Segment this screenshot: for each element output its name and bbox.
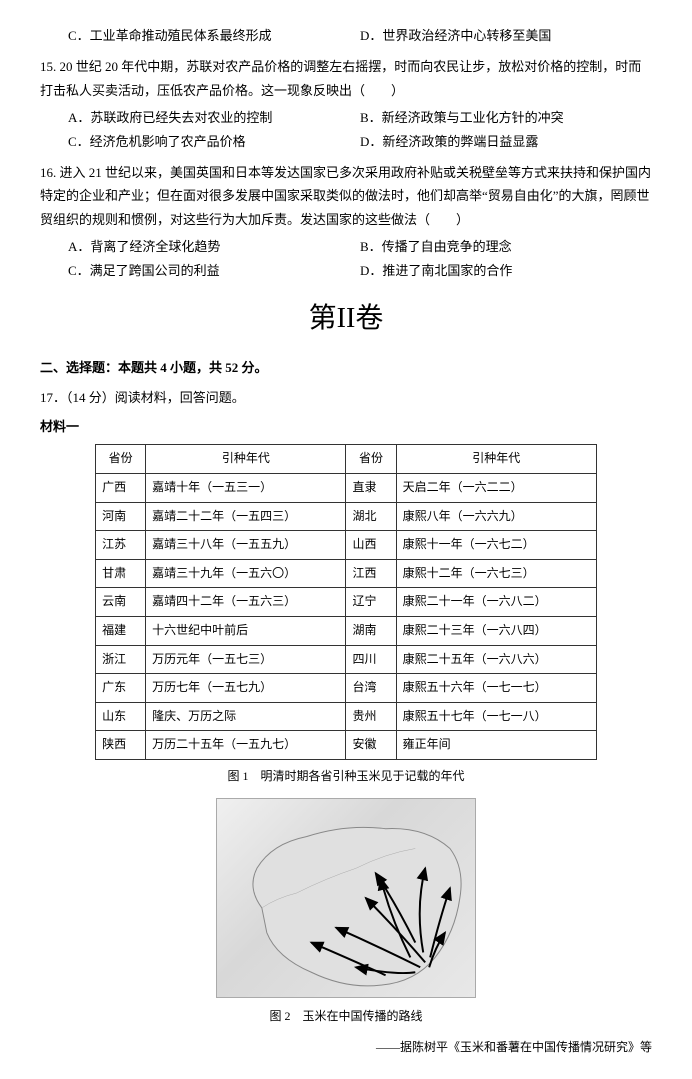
table-row: 河南嘉靖二十二年（一五四三）湖北康熙八年（一六六九）: [96, 502, 597, 531]
table-cell: 康熙五十六年（一七一七）: [396, 674, 596, 703]
table-cell: 康熙十二年（一六七三）: [396, 559, 596, 588]
table-cell: 福建: [96, 617, 146, 646]
q15: 15. 20 世纪 20 年代中期，苏联对农产品价格的调整左右摇摆，时而向农民让…: [40, 55, 652, 153]
table-cell: 康熙五十七年（一七一八）: [396, 702, 596, 731]
q16-number: 16.: [40, 165, 56, 180]
q16: 16. 进入 21 世纪以来，美国英国和日本等发达国家已多次采用政府补贴或关税壁…: [40, 161, 652, 282]
table-cell: 安徽: [346, 731, 396, 760]
figure1-caption: 图 1 明清时期各省引种玉米见于记载的年代: [40, 766, 652, 788]
table-cell: 康熙二十五年（一六八六）: [396, 645, 596, 674]
table-cell: 嘉靖三十九年（一五六〇）: [146, 559, 346, 588]
th-era-2: 引种年代: [396, 445, 596, 474]
th-province-2: 省份: [346, 445, 396, 474]
table-cell: 嘉靖三十八年（一五五九）: [146, 531, 346, 560]
table-cell: 嘉靖二十二年（一五四三）: [146, 502, 346, 531]
table-cell: 天启二年（一六二二）: [396, 474, 596, 503]
table-cell: 广东: [96, 674, 146, 703]
table-cell: 山西: [346, 531, 396, 560]
table-body: 广西嘉靖十年（一五三一）直隶天启二年（一六二二）河南嘉靖二十二年（一五四三）湖北…: [96, 474, 597, 760]
table-cell: 万历元年（一五七三）: [146, 645, 346, 674]
th-era-1: 引种年代: [146, 445, 346, 474]
table-row: 广东万历七年（一五七九）台湾康熙五十六年（一七一七）: [96, 674, 597, 703]
table-cell: 台湾: [346, 674, 396, 703]
q14-partial-options: C．工业革命推动殖民体系最终形成 D．世界政治经济中心转移至美国: [40, 24, 652, 47]
citation: ——据陈树平《玉米和番薯在中国传播情况研究》等: [40, 1037, 652, 1059]
table-row: 江苏嘉靖三十八年（一五五九）山西康熙十一年（一六七二）: [96, 531, 597, 560]
table-row: 浙江万历元年（一五七三）四川康熙二十五年（一六八六）: [96, 645, 597, 674]
table-cell: 万历二十五年（一五九七）: [146, 731, 346, 760]
table-cell: 直隶: [346, 474, 396, 503]
table-cell: 浙江: [96, 645, 146, 674]
table-row: 山东隆庆、万历之际贵州康熙五十七年（一七一八）: [96, 702, 597, 731]
table-cell: 康熙八年（一六六九）: [396, 502, 596, 531]
table-cell: 万历七年（一五七九）: [146, 674, 346, 703]
table-row: 甘肃嘉靖三十九年（一五六〇）江西康熙十二年（一六七三）: [96, 559, 597, 588]
table-cell: 隆庆、万历之际: [146, 702, 346, 731]
table-cell: 康熙十一年（一六七二）: [396, 531, 596, 560]
table-cell: 山东: [96, 702, 146, 731]
table-cell: 嘉靖四十二年（一五六三）: [146, 588, 346, 617]
section2-subtitle: 二、选择题：本题共 4 小题，共 52 分。: [40, 356, 652, 379]
q15-option-c: C．经济危机影响了农产品价格: [68, 130, 360, 153]
table-row: 福建十六世纪中叶前后湖南康熙二十三年（一六八四）: [96, 617, 597, 646]
q15-option-d: D．新经济政策的弊端日益显露: [360, 130, 652, 153]
table-cell: 广西: [96, 474, 146, 503]
q14-option-c: C．工业革命推动殖民体系最终形成: [68, 24, 360, 47]
q15-option-a: A．苏联政府已经失去对农业的控制: [68, 106, 360, 129]
table-cell: 湖北: [346, 502, 396, 531]
table-cell: 康熙二十三年（一六八四）: [396, 617, 596, 646]
table-cell: 江西: [346, 559, 396, 588]
table-cell: 十六世纪中叶前后: [146, 617, 346, 646]
table-cell: 云南: [96, 588, 146, 617]
table-cell: 雍正年间: [396, 731, 596, 760]
table-cell: 湖南: [346, 617, 396, 646]
q15-number: 15.: [40, 59, 56, 74]
q16-option-a: A．背离了经济全球化趋势: [68, 235, 360, 258]
figure2-caption: 图 2 玉米在中国传播的路线: [40, 1006, 652, 1028]
table-cell: 辽宁: [346, 588, 396, 617]
table-row: 云南嘉靖四十二年（一五六三）辽宁康熙二十一年（一六八二）: [96, 588, 597, 617]
table-header-row: 省份 引种年代 省份 引种年代: [96, 445, 597, 474]
table-row: 陕西万历二十五年（一五九七）安徽雍正年间: [96, 731, 597, 760]
table-cell: 江苏: [96, 531, 146, 560]
table-cell: 嘉靖十年（一五三一）: [146, 474, 346, 503]
china-map-figure: [216, 798, 476, 998]
q16-option-d: D．推进了南北国家的合作: [360, 259, 652, 282]
th-province-1: 省份: [96, 445, 146, 474]
material1-label: 材料一: [40, 415, 652, 438]
table-cell: 河南: [96, 502, 146, 531]
map-svg: [217, 799, 475, 997]
table-row: 广西嘉靖十年（一五三一）直隶天启二年（一六二二）: [96, 474, 597, 503]
q16-text: 进入 21 世纪以来，美国英国和日本等发达国家已多次采用政府补贴或关税壁垒等方式…: [40, 165, 651, 227]
q17-intro: 17．（14 分）阅读材料，回答问题。: [40, 386, 652, 409]
q15-option-b: B．新经济政策与工业化方针的冲突: [360, 106, 652, 129]
section2-title: 第II卷: [40, 294, 652, 344]
table-cell: 贵州: [346, 702, 396, 731]
table-cell: 甘肃: [96, 559, 146, 588]
q16-option-c: C．满足了跨国公司的利益: [68, 259, 360, 282]
q14-option-d: D．世界政治经济中心转移至美国: [360, 24, 652, 47]
table-cell: 康熙二十一年（一六八二）: [396, 588, 596, 617]
corn-introduction-table: 省份 引种年代 省份 引种年代 广西嘉靖十年（一五三一）直隶天启二年（一六二二）…: [95, 444, 597, 760]
table-cell: 陕西: [96, 731, 146, 760]
table-cell: 四川: [346, 645, 396, 674]
q16-option-b: B．传播了自由竞争的理念: [360, 235, 652, 258]
q15-text: 20 世纪 20 年代中期，苏联对农产品价格的调整左右摇摆，时而向农民让步，放松…: [40, 59, 641, 97]
